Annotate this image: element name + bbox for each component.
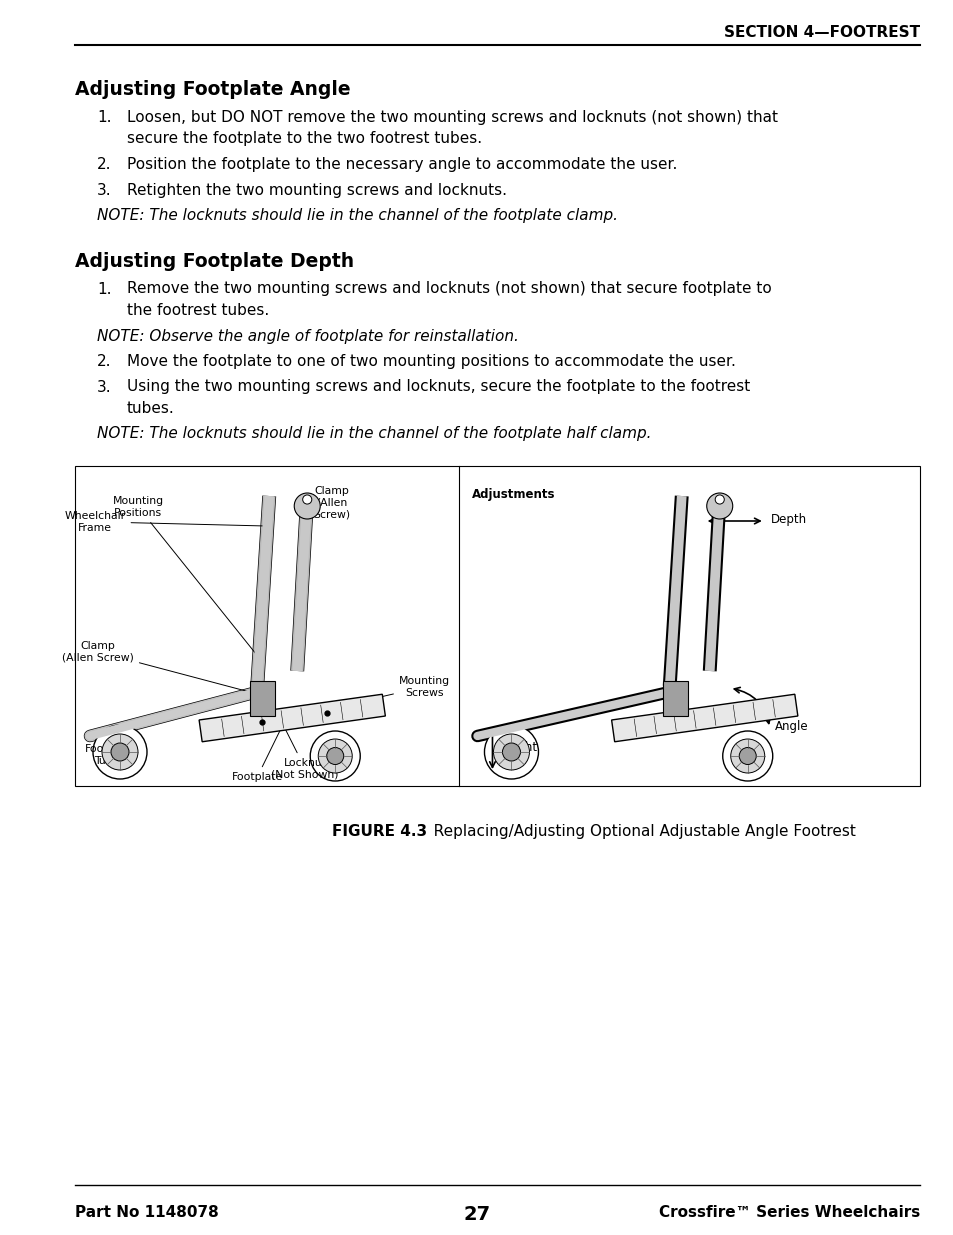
Circle shape: [706, 493, 732, 519]
Circle shape: [302, 495, 312, 504]
Text: Mounting
Screws: Mounting Screws: [335, 676, 450, 708]
Circle shape: [722, 731, 772, 781]
Polygon shape: [199, 694, 385, 742]
Text: Depth: Depth: [770, 513, 806, 526]
Text: 27: 27: [463, 1205, 490, 1224]
Text: the footrest tubes.: the footrest tubes.: [127, 303, 269, 317]
Text: Angle: Angle: [774, 720, 807, 732]
Text: secure the footplate to the two footrest tubes.: secure the footplate to the two footrest…: [127, 131, 481, 147]
Bar: [75, 466, 919, 785]
Circle shape: [102, 734, 138, 769]
Text: 3.: 3.: [97, 379, 112, 394]
Text: NOTE: The locknuts should lie in the channel of the footplate half clamp.: NOTE: The locknuts should lie in the cha…: [97, 426, 651, 441]
Circle shape: [92, 725, 147, 779]
Text: Retighten the two mounting screws and locknuts.: Retighten the two mounting screws and lo…: [127, 183, 506, 198]
Text: Adjusting Footplate Angle: Adjusting Footplate Angle: [75, 80, 351, 99]
Circle shape: [493, 734, 529, 769]
Circle shape: [502, 743, 520, 761]
Circle shape: [326, 747, 343, 764]
Text: Part No 1148078: Part No 1148078: [75, 1205, 218, 1220]
Text: Remove the two mounting screws and locknuts (not shown) that secure footplate to: Remove the two mounting screws and lockn…: [127, 282, 771, 296]
Text: 2.: 2.: [97, 157, 112, 172]
Circle shape: [111, 743, 129, 761]
Text: Footplate: Footplate: [232, 729, 283, 782]
Text: Adjustments: Adjustments: [471, 488, 555, 501]
Text: SECTION 4—FOOTREST: SECTION 4—FOOTREST: [723, 25, 919, 40]
Text: Wheelchair
Frame: Wheelchair Frame: [65, 511, 263, 532]
Text: 1.: 1.: [97, 282, 112, 296]
Text: Height: Height: [498, 741, 537, 755]
Polygon shape: [611, 694, 797, 742]
Text: Using the two mounting screws and locknuts, secure the footplate to the footrest: Using the two mounting screws and locknu…: [127, 379, 749, 394]
Text: 1.: 1.: [97, 110, 112, 125]
Text: NOTE: The locknuts should lie in the channel of the footplate clamp.: NOTE: The locknuts should lie in the cha…: [97, 207, 618, 224]
Text: Loosen, but DO NOT remove the two mounting screws and locknuts (not shown) that: Loosen, but DO NOT remove the two mounti…: [127, 110, 778, 125]
Circle shape: [310, 731, 360, 781]
Circle shape: [730, 739, 764, 773]
Circle shape: [484, 725, 537, 779]
Circle shape: [294, 493, 320, 519]
Text: Mounting
Positions: Mounting Positions: [112, 496, 257, 656]
Text: Footrest
Tube: Footrest Tube: [85, 741, 129, 766]
Text: Replacing/Adjusting Optional Adjustable Angle Footrest: Replacing/Adjusting Optional Adjustable …: [418, 824, 855, 839]
Text: tubes.: tubes.: [127, 401, 174, 416]
Text: Adjusting Footplate Depth: Adjusting Footplate Depth: [75, 252, 354, 270]
Text: Clamp
(Allen
Screw): Clamp (Allen Screw): [308, 487, 351, 519]
Text: 2.: 2.: [97, 354, 112, 369]
Text: Move the footplate to one of two mounting positions to accommodate the user.: Move the footplate to one of two mountin…: [127, 354, 735, 369]
Circle shape: [715, 495, 723, 504]
Circle shape: [739, 747, 756, 764]
Text: FIGURE 4.3: FIGURE 4.3: [332, 824, 427, 839]
Text: Crossfire™ Series Wheelchairs: Crossfire™ Series Wheelchairs: [659, 1205, 919, 1220]
Bar: [250, 680, 275, 716]
Circle shape: [318, 739, 352, 773]
Text: 3.: 3.: [97, 183, 112, 198]
Text: Position the footplate to the necessary angle to accommodate the user.: Position the footplate to the necessary …: [127, 157, 677, 172]
Bar: [662, 680, 687, 716]
Text: NOTE: Observe the angle of footplate for reinstallation.: NOTE: Observe the angle of footplate for…: [97, 329, 518, 343]
Text: Clamp
(Allen Screw): Clamp (Allen Screw): [62, 641, 254, 693]
Text: Locknut
(Not Shown): Locknut (Not Shown): [272, 725, 338, 779]
